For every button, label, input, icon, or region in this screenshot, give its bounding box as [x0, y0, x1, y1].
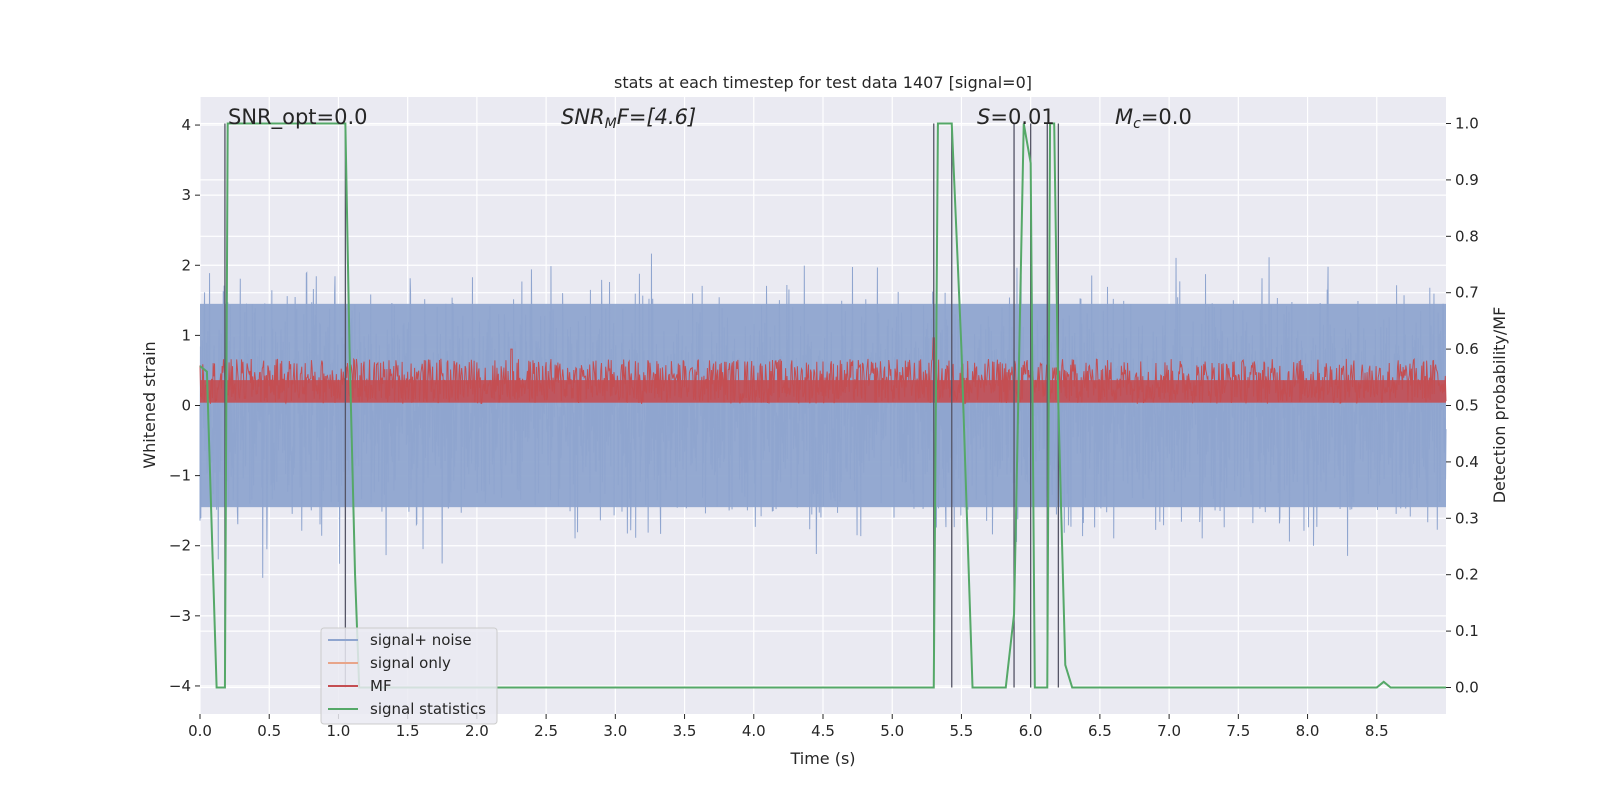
x-tick-label-7: 3.5 — [673, 722, 697, 740]
y-axis-label-right: Detection probability/MF — [1490, 307, 1509, 504]
x-tick-label-6: 3.0 — [603, 722, 627, 740]
annotation-snr-mf: SNRMF=[4.6] — [561, 105, 696, 132]
y-tick-label-left-1: 3 — [181, 186, 191, 204]
x-tick-label-11: 5.5 — [950, 722, 974, 740]
y-ticks-left: 4 3 2 1 0 −1 −2 −3 −4 — [169, 116, 200, 695]
x-tick-label-4: 2.0 — [465, 722, 489, 740]
x-tick-label-13: 6.5 — [1088, 722, 1112, 740]
mf-series — [199, 337, 1447, 405]
y-tick-label-right-9: 0.1 — [1455, 622, 1479, 640]
signal-statistics-line — [199, 122, 1446, 689]
annotation-s: S=0.01 — [977, 105, 1055, 129]
annotation-mc: Mc=0.0 — [1115, 105, 1192, 132]
y-tick-label-left-0: 4 — [181, 116, 191, 134]
annotation-snr-opt: SNR_opt=0.0 — [228, 105, 368, 130]
y-tick-label-right-6: 0.4 — [1455, 453, 1479, 471]
x-tick-label-14: 7.0 — [1157, 722, 1181, 740]
x-tick-label-10: 5.0 — [880, 722, 904, 740]
signal-statistics-series — [199, 122, 1446, 689]
legend-label-signal-statistics: signal statistics — [370, 700, 486, 718]
y-tick-label-right-10: 0.0 — [1455, 678, 1479, 696]
y-tick-label-left-2: 2 — [181, 256, 191, 274]
x-tick-label-5: 2.5 — [534, 722, 558, 740]
y-tick-label-right-4: 0.6 — [1455, 340, 1479, 358]
legend: signal+ noise signal only MF signal stat… — [320, 627, 498, 725]
x-tick-label-1: 0.5 — [257, 722, 281, 740]
legend-label-signal-noise: signal+ noise — [370, 631, 472, 649]
legend-box — [320, 627, 498, 725]
y-tick-label-left-6: −2 — [169, 537, 191, 555]
x-ticks: 0.0 0.5 1.0 1.5 2.0 2.5 3.0 3.5 4.0 4.5 5.0 5.5 6.0 6… — [188, 714, 1389, 740]
y-tick-label-left-7: −3 — [169, 607, 191, 625]
x-tick-label-16: 8.0 — [1296, 722, 1320, 740]
y-ticks-right: 1.0 0.9 0.8 0.7 0.6 0.5 0.4 0.3 0.2 0.1 0.0 — [1446, 115, 1479, 696]
mf-trace — [199, 337, 1447, 405]
legend-label-signal-only: signal only — [370, 654, 451, 672]
x-tick-label-2: 1.0 — [327, 722, 351, 740]
x-axis-label: Time (s) — [789, 749, 855, 768]
y-tick-label-right-0: 1.0 — [1455, 115, 1479, 133]
y-tick-label-right-7: 0.3 — [1455, 509, 1479, 527]
y-axis-label-left: Whitened strain — [140, 341, 159, 468]
y-tick-label-left-4: 0 — [181, 397, 191, 415]
y-tick-label-left-5: −1 — [169, 467, 191, 485]
x-tick-label-15: 7.5 — [1226, 722, 1250, 740]
x-tick-label-12: 6.0 — [1019, 722, 1043, 740]
y-tick-label-left-8: −4 — [169, 677, 191, 695]
x-tick-label-9: 4.5 — [811, 722, 835, 740]
chart-title: stats at each timestep for test data 140… — [614, 73, 1032, 92]
y-tick-label-right-1: 0.9 — [1455, 171, 1479, 189]
y-tick-label-right-5: 0.5 — [1455, 397, 1479, 415]
y-tick-label-left-3: 1 — [181, 326, 191, 344]
y-tick-label-right-8: 0.2 — [1455, 566, 1479, 584]
y-tick-label-right-2: 0.8 — [1455, 227, 1479, 245]
x-tick-label-8: 4.0 — [742, 722, 766, 740]
x-tick-label-0: 0.0 — [188, 722, 212, 740]
x-tick-label-17: 8.5 — [1365, 722, 1389, 740]
y-tick-label-right-3: 0.7 — [1455, 284, 1479, 302]
x-tick-label-3: 1.5 — [396, 722, 420, 740]
legend-label-mf: MF — [370, 677, 392, 695]
